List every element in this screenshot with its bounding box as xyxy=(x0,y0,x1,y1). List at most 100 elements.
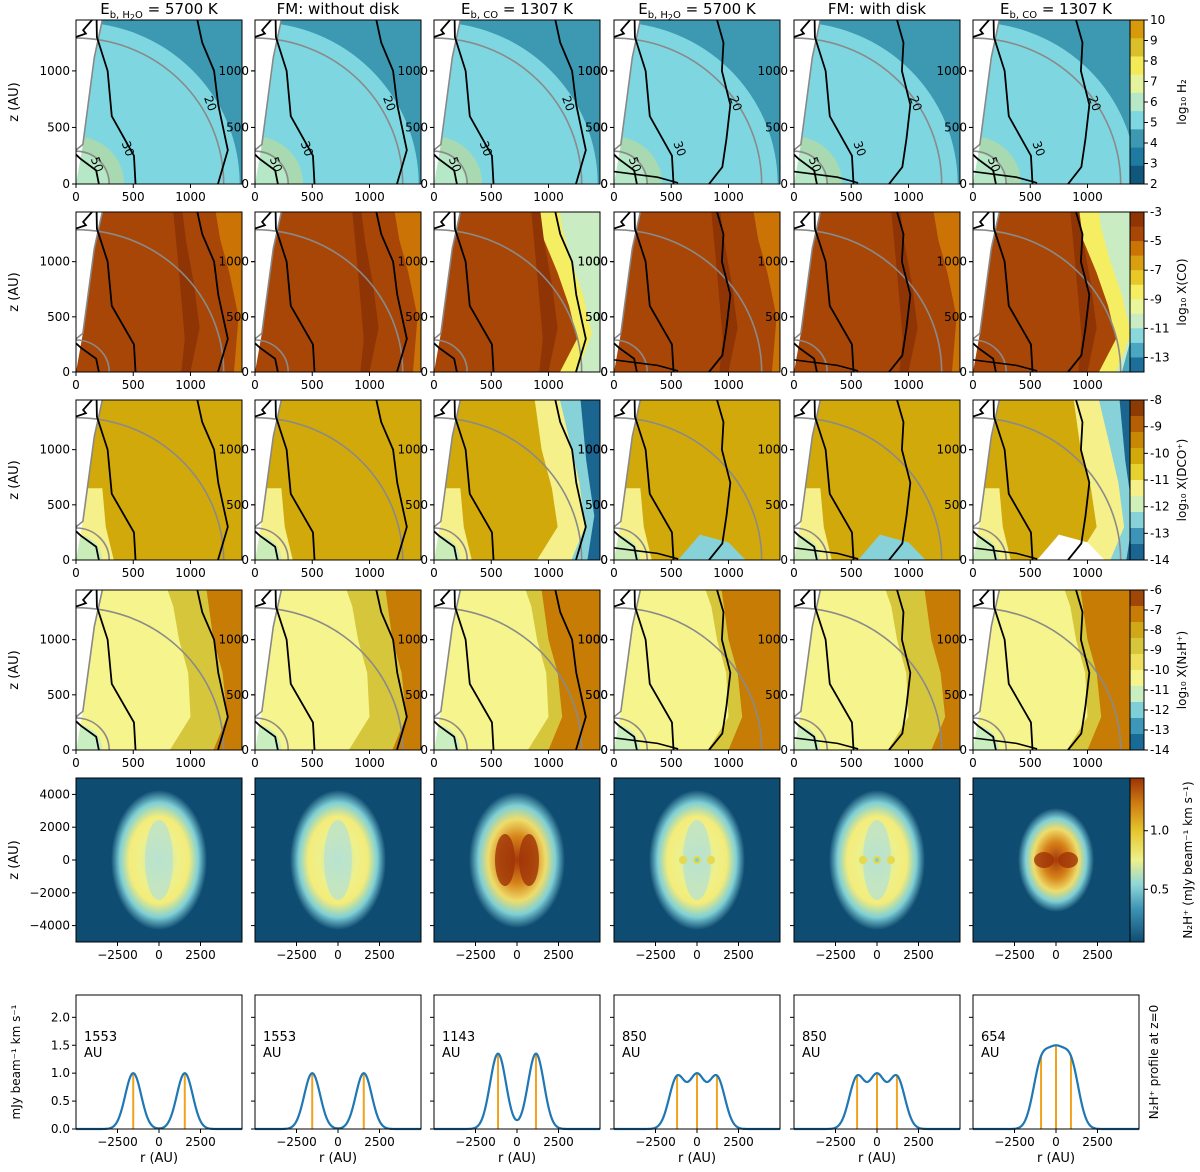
intensity-peak-left xyxy=(1034,852,1054,868)
abundance-core-band xyxy=(255,534,282,560)
temperature-contour xyxy=(434,20,451,38)
x-tick-label: 500 xyxy=(480,378,503,392)
x-tick-label: −2500 xyxy=(815,948,856,962)
temperature-contour xyxy=(434,530,458,560)
colorbar-segment xyxy=(1130,92,1144,112)
abundance-background xyxy=(255,212,421,372)
contour-label-50: 50 xyxy=(88,155,106,174)
y-tick-label: 500 xyxy=(585,498,608,512)
x-tick-label: 0 xyxy=(72,756,80,770)
heatmap-panel-r2-c1: 0 500 1000 0 500 1000 z (AU) xyxy=(7,211,243,392)
temperature-contour xyxy=(633,590,675,750)
heatmap-panel-r2-c6: 0 500 1000 0 500 1000 xyxy=(936,211,1140,392)
colorbar-segment xyxy=(1130,496,1144,513)
x-tick-label: −2500 xyxy=(994,948,1035,962)
abundance-inner-band xyxy=(531,212,558,372)
colorbar-tick-label: -9 xyxy=(1150,292,1162,306)
intensity-panel-c4: −2500 0 2500 xyxy=(610,777,781,962)
intensity-center-depression xyxy=(324,820,352,900)
colorbar-segment xyxy=(1130,129,1144,149)
y-tick-label: 500 xyxy=(585,688,608,702)
temperature-contour xyxy=(1067,590,1091,750)
colorbar-segment xyxy=(1130,590,1144,607)
x-axis-label: r (AU) xyxy=(1037,1151,1075,1166)
colorbar-segment xyxy=(1130,357,1144,373)
x-tick-label: 0 xyxy=(72,190,80,204)
y-tick-label: 1000 xyxy=(39,633,70,647)
temperature-contour xyxy=(794,212,811,230)
y-tick-label: 0 xyxy=(62,177,70,191)
contour-label-30: 30 xyxy=(850,139,868,158)
y-tick-label: 0 xyxy=(959,177,967,191)
axes-frame xyxy=(613,399,781,561)
y-tick-label: 1000 xyxy=(397,443,428,457)
heatmap-body xyxy=(76,400,242,560)
peak-separation-unit: AU xyxy=(263,1046,281,1061)
x-tick-label: 500 xyxy=(480,190,503,204)
temperature-contour xyxy=(614,530,638,560)
abundance-core-band xyxy=(76,724,103,750)
x-tick-label: 500 xyxy=(660,190,683,204)
colorbar-tick-label: -6 xyxy=(1150,583,1162,597)
temperature-contour xyxy=(973,720,997,750)
colorbar-segment xyxy=(1130,480,1144,497)
colorbar-tick-label: -7 xyxy=(1150,603,1162,617)
title-subscript: b, H xyxy=(648,10,668,21)
intensity-body xyxy=(614,778,780,942)
x-tick-label: 0 xyxy=(790,756,798,770)
peak-separation-value: 850 xyxy=(802,1030,827,1045)
disk-contour xyxy=(794,737,859,750)
y-tick-label: 0 xyxy=(780,553,788,567)
temperature-contour xyxy=(95,400,137,560)
temperature-contour xyxy=(375,400,408,560)
colorbar-segment xyxy=(1130,432,1144,449)
y-tick-label: 500 xyxy=(226,310,249,324)
y-tick-label: 1000 xyxy=(577,443,608,457)
y-tick-label: 0 xyxy=(241,743,249,757)
abundance-outer-band xyxy=(933,212,960,372)
disk-contour xyxy=(973,359,1038,372)
x-tick-label: 0 xyxy=(251,566,259,580)
temperature-contour xyxy=(274,590,316,750)
x-axis-label: r (AU) xyxy=(140,1151,178,1166)
colorbar-row-2: -3 -5 -7 -9 -11 -13 log₁₀ X(CO) xyxy=(1129,205,1189,373)
x-tick-label: 1000 xyxy=(533,378,564,392)
y-tick-label: 1000 xyxy=(936,255,967,269)
x-tick-label: 1000 xyxy=(354,190,385,204)
colorbar-row-4: -6 -7 -8 -9 -10 -11 -12 -13 -14 log₁₀ X(N₂H⁺) xyxy=(1129,583,1189,757)
radius-circle xyxy=(434,717,468,750)
x-tick-label: 1000 xyxy=(893,566,924,580)
colorbar-tick-label: 3 xyxy=(1150,157,1158,171)
temperature-contour xyxy=(614,720,638,750)
temperature-contour xyxy=(888,20,912,184)
temperature-contour xyxy=(708,212,732,372)
x-tick-label: 0 xyxy=(873,948,881,962)
x-tick-label: 0 xyxy=(790,566,798,580)
column-title-2: FM: without disk xyxy=(277,0,400,18)
axes-frame xyxy=(254,19,422,185)
heatmap-panel-r4-c5: 0 500 1000 0 500 1000 xyxy=(757,589,961,770)
temperature-contour xyxy=(888,212,912,372)
density-region-4 xyxy=(255,22,419,184)
temperature-contour xyxy=(255,20,272,38)
heatmap-panel-r4-c2: 0 500 1000 0 500 1000 xyxy=(218,589,422,770)
intensity-dip xyxy=(875,858,879,862)
y-tick-label: 0 xyxy=(600,365,608,379)
colorbar-segment xyxy=(1130,226,1144,242)
title-main: E xyxy=(638,0,647,18)
temperature-contour xyxy=(375,590,408,750)
intensity-blob xyxy=(469,792,565,928)
temperature-contour xyxy=(375,212,408,372)
colorbar-tick-label: -14 xyxy=(1150,553,1170,567)
colorbar-tick-label: 7 xyxy=(1150,75,1158,89)
x-tick-label: 500 xyxy=(1019,378,1042,392)
contour-label-50: 50 xyxy=(985,155,1003,174)
temperature-contour xyxy=(434,590,451,608)
axes-frame xyxy=(613,589,781,751)
peak-separation-value: 1553 xyxy=(263,1030,296,1045)
abundance-core-band xyxy=(973,724,1000,750)
heatmap-panel-r3-c1: 0 500 1000 0 500 1000 z (AU) xyxy=(7,399,243,580)
radius-circle xyxy=(973,527,1007,560)
